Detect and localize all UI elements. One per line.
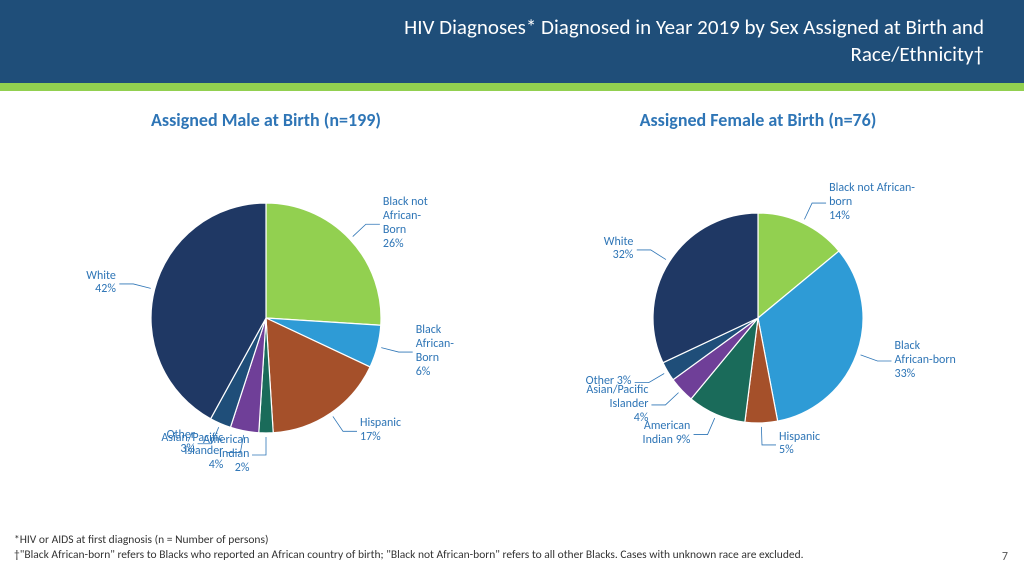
leader-line xyxy=(353,224,380,236)
slice-label: White 32% xyxy=(604,236,634,264)
footnote-2: †"Black African-born" refers to Blacks w… xyxy=(14,548,1004,564)
slice-label: American Indian 9% xyxy=(643,420,691,448)
leader-line xyxy=(804,203,826,219)
pie-male: Black not African- Born 26% Black African… xyxy=(36,133,496,503)
slice-label: Other 3% xyxy=(167,429,195,457)
slice-label: Other 3% xyxy=(586,375,632,389)
slice-label: Black not African- Born 26% xyxy=(383,196,428,251)
title-line-1: HIV Diagnoses* Diagnosed in Year 2019 by… xyxy=(200,14,984,41)
charts-container: Assigned Male at Birth (n=199) Black not… xyxy=(0,91,1024,503)
leader-line xyxy=(333,416,357,431)
leader-line xyxy=(252,437,266,455)
leader-line xyxy=(381,347,412,351)
leader-line xyxy=(861,355,892,361)
leader-line xyxy=(651,392,678,404)
slice-label: Black African-born 33% xyxy=(894,340,955,381)
chart-title-male: Assigned Male at Birth (n=199) xyxy=(151,109,381,131)
pie-slice xyxy=(266,203,381,325)
leader-line xyxy=(635,373,664,382)
pie-female: Black not African- born 14% Black African… xyxy=(528,133,988,503)
pie-svg xyxy=(36,133,496,503)
leader-line xyxy=(119,284,150,288)
slice-label: White 42% xyxy=(86,270,116,298)
slice-label: Hispanic 5% xyxy=(779,431,820,459)
footnote-1: *HIV or AIDS at first diagnosis (n = Num… xyxy=(14,533,1004,549)
chart-female: Assigned Female at Birth (n=76) Black no… xyxy=(528,109,988,503)
slice-label: Black African- Born 6% xyxy=(416,324,454,379)
title-line-2: Race/Ethnicity† xyxy=(200,41,984,68)
slice-label: Black not African- born 14% xyxy=(829,182,915,223)
leader-line xyxy=(694,418,715,435)
pie-svg xyxy=(528,133,988,503)
leader-line xyxy=(637,250,666,260)
accent-bar xyxy=(0,83,1024,91)
leader-line xyxy=(761,427,776,445)
page-number: 7 xyxy=(1002,550,1008,564)
slice-label: Hispanic 17% xyxy=(360,417,401,445)
footnotes: *HIV or AIDS at first diagnosis (n = Num… xyxy=(14,533,1004,564)
chart-title-female: Assigned Female at Birth (n=76) xyxy=(640,109,877,131)
chart-male: Assigned Male at Birth (n=199) Black not… xyxy=(36,109,496,503)
slice-label: Asian/Pacific Islander 4% xyxy=(586,384,648,425)
slide-header: HIV Diagnoses* Diagnosed in Year 2019 by… xyxy=(0,0,1024,83)
